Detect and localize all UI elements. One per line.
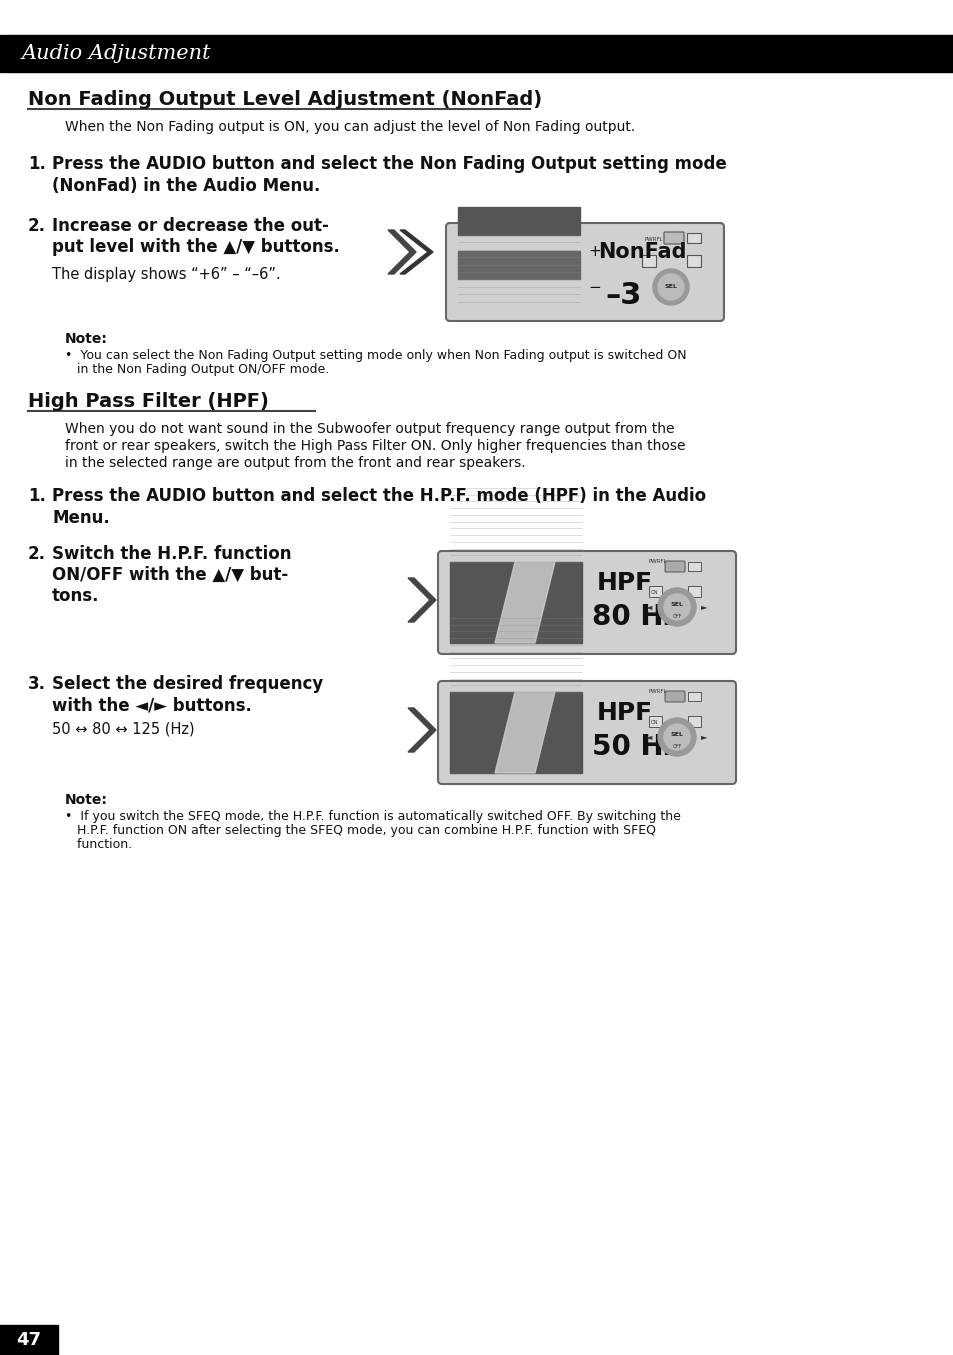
Text: Press the AUDIO button and select the H.P.F. mode (HPF) in the Audio: Press the AUDIO button and select the H.…	[52, 486, 705, 505]
Text: Note:: Note:	[65, 793, 108, 808]
Text: function.: function.	[65, 837, 132, 851]
Bar	[686, 255, 700, 267]
Text: Press the AUDIO button and select the Non Fading Output setting mode: Press the AUDIO button and select the No…	[52, 154, 726, 173]
Text: ON/OFF with the ▲/▼ but-: ON/OFF with the ▲/▼ but-	[52, 566, 288, 584]
Text: High Pass Filter (HPF): High Pass Filter (HPF)	[28, 392, 269, 411]
Text: NonFad: NonFad	[598, 243, 686, 262]
Polygon shape	[495, 562, 555, 644]
Text: SEL: SEL	[670, 732, 682, 737]
Text: 2.: 2.	[28, 545, 46, 562]
Text: 50 ↔ 80 ↔ 125 (Hz): 50 ↔ 80 ↔ 125 (Hz)	[52, 721, 194, 736]
Text: Increase or decrease the out-: Increase or decrease the out-	[52, 217, 329, 234]
FancyBboxPatch shape	[437, 682, 735, 785]
Polygon shape	[399, 230, 433, 274]
Text: 1.: 1.	[28, 486, 46, 505]
Text: 3.: 3.	[28, 675, 46, 692]
Bar	[457, 207, 579, 234]
Bar	[641, 255, 656, 267]
Text: The display shows “+6” – “–6”.: The display shows “+6” – “–6”.	[52, 267, 280, 282]
Text: SEL: SEL	[664, 285, 677, 290]
Bar	[687, 585, 700, 598]
Text: with the ◄/► buttons.: with the ◄/► buttons.	[52, 696, 252, 714]
Text: 50 Hz: 50 Hz	[592, 733, 679, 762]
Text: ◄: ◄	[645, 603, 652, 611]
Text: Non Fading Output Level Adjustment (NonFad): Non Fading Output Level Adjustment (NonF…	[28, 89, 541, 108]
Bar	[450, 562, 581, 644]
Text: front or rear speakers, switch the High Pass Filter ON. Only higher frequencies : front or rear speakers, switch the High …	[65, 439, 685, 453]
Bar	[648, 715, 661, 728]
Text: ON: ON	[651, 720, 659, 725]
Text: H.P.F. function ON after selecting the SFEQ mode, you can combine H.P.F. functio: H.P.F. function ON after selecting the S…	[65, 824, 656, 837]
Text: HPF: HPF	[597, 701, 653, 725]
Circle shape	[663, 724, 689, 751]
Text: 1.: 1.	[28, 154, 46, 173]
Circle shape	[663, 593, 689, 621]
Text: PWRFL: PWRFL	[648, 688, 667, 694]
Text: Menu.: Menu.	[52, 509, 110, 527]
Text: 80 Hz: 80 Hz	[592, 603, 679, 631]
Text: put level with the ▲/▼ buttons.: put level with the ▲/▼ buttons.	[52, 238, 339, 256]
Text: •  You can select the Non Fading Output setting mode only when Non Fading output: • You can select the Non Fading Output s…	[65, 350, 686, 362]
Text: PWRFL: PWRFL	[648, 560, 667, 564]
Bar	[687, 562, 700, 570]
Text: PWRFL: PWRFL	[644, 237, 663, 243]
Text: When the Non Fading output is ON, you can adjust the level of Non Fading output.: When the Non Fading output is ON, you ca…	[65, 121, 635, 134]
Bar	[687, 715, 700, 728]
Bar	[648, 585, 661, 598]
Text: ►: ►	[700, 733, 706, 741]
Text: (NonFad) in the Audio Menu.: (NonFad) in the Audio Menu.	[52, 178, 320, 195]
Text: tons.: tons.	[52, 587, 99, 604]
Polygon shape	[408, 579, 436, 622]
Text: 2.: 2.	[28, 217, 46, 234]
FancyBboxPatch shape	[664, 561, 684, 572]
Text: –3: –3	[604, 280, 640, 309]
Text: 47: 47	[16, 1331, 42, 1350]
Text: HPF: HPF	[597, 570, 653, 595]
Bar	[0, 1325, 58, 1355]
Polygon shape	[388, 230, 416, 274]
Text: Select the desired frequency: Select the desired frequency	[52, 675, 323, 692]
Text: SEL: SEL	[670, 602, 682, 607]
Text: Switch the H.P.F. function: Switch the H.P.F. function	[52, 545, 292, 562]
Text: Audio Adjustment: Audio Adjustment	[22, 43, 212, 62]
Text: in the Non Fading Output ON/OFF mode.: in the Non Fading Output ON/OFF mode.	[65, 363, 329, 375]
FancyBboxPatch shape	[437, 551, 735, 654]
Bar	[457, 251, 579, 279]
Text: When you do not want sound in the Subwoofer output frequency range output from t: When you do not want sound in the Subwoo…	[65, 421, 674, 436]
Text: ►: ►	[700, 603, 706, 611]
Text: −: −	[587, 279, 600, 294]
Text: OFF: OFF	[672, 744, 680, 749]
Circle shape	[658, 588, 696, 626]
Text: in the selected range are output from the front and rear speakers.: in the selected range are output from th…	[65, 457, 525, 470]
Circle shape	[658, 718, 696, 756]
FancyBboxPatch shape	[663, 232, 683, 244]
Bar	[687, 692, 700, 701]
Bar	[0, 35, 953, 72]
Circle shape	[658, 274, 683, 299]
Circle shape	[652, 270, 688, 305]
Text: ON: ON	[651, 589, 659, 595]
Bar	[450, 692, 581, 772]
Bar	[686, 233, 700, 243]
Text: •  If you switch the SFEQ mode, the H.P.F. function is automatically switched OF: • If you switch the SFEQ mode, the H.P.F…	[65, 810, 680, 822]
FancyBboxPatch shape	[664, 691, 684, 702]
Polygon shape	[495, 692, 555, 772]
Text: ◄: ◄	[645, 733, 652, 741]
Text: OFF: OFF	[672, 615, 680, 619]
FancyBboxPatch shape	[446, 224, 723, 321]
Text: +: +	[587, 244, 600, 260]
Text: Note:: Note:	[65, 332, 108, 346]
Polygon shape	[408, 709, 436, 752]
